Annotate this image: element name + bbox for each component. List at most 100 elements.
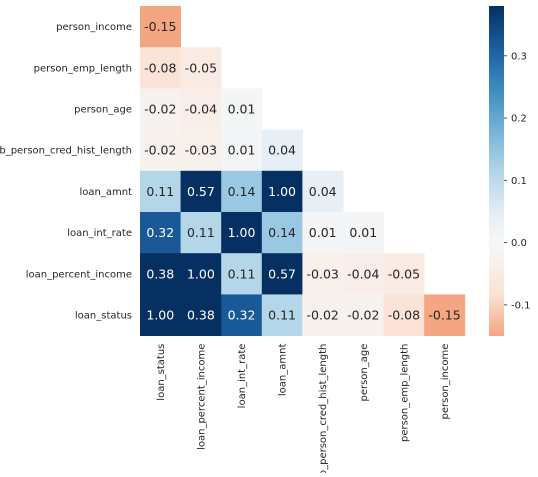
heatmap-cell [180,88,222,130]
colorbar-tick-label: 0.2 [511,114,527,125]
y-tick-label: loan_int_rate [67,228,132,239]
heatmap-cell-label: -0.15 [144,19,176,34]
heatmap-cell-label: -0.02 [307,308,339,323]
heatmap-cell-label: -0.05 [185,60,217,75]
heatmap-cell-label: -0.03 [185,143,217,158]
heatmap-cell [140,6,181,48]
heatmap-cell-label: -0.04 [185,102,217,117]
heatmap-cell-label: 0.11 [268,308,296,323]
heatmap-cell [261,129,303,172]
colorbar: -0.1 0.0 0.1 0.2 0.3 [489,6,531,336]
heatmap-cell [302,212,344,254]
heatmap-cell-label: 0.04 [309,184,337,199]
x-tick-label: loan_int_rate [237,344,248,409]
heatmap-cell [140,294,181,336]
heatmap-cell [302,294,344,336]
y-tick-label: person_age [74,105,132,116]
heatmap-cell-label: 0.04 [268,143,296,158]
heatmap-cell [261,170,303,213]
x-tick-label: loan_percent_income [196,344,207,450]
heatmap-cell [302,170,344,213]
heatmap-cell-label: 1.00 [228,225,256,240]
heatmap-cell [221,212,263,254]
heatmap-cell [261,294,303,336]
colorbar-tick-label: -0.1 [511,300,531,311]
heatmap-cell [221,253,263,295]
heatmap-cell-label: 1.00 [146,308,174,323]
heatmap-cell [140,170,181,213]
heatmap-cell [140,253,181,295]
heatmap-cell-label: 1.00 [268,184,296,199]
heatmap-cell [180,170,222,213]
heatmap-cell [221,88,263,130]
heatmap-cell [180,47,222,89]
x-tick-label: person_emp_length [399,344,410,442]
heatmap-cell-label: 0.11 [228,266,256,281]
heatmap-cell-label: 0.01 [309,225,337,240]
heatmap-cell [343,294,384,336]
heatmap-cell-label: 0.14 [268,225,296,240]
heatmap-cell-label: -0.02 [347,308,379,323]
heatmap-cell [424,294,466,336]
heatmap-cell-label: -0.04 [347,266,379,281]
heatmap-cell [261,212,303,254]
heatmap-cell [221,129,263,172]
heatmap-cell [180,129,222,172]
heatmap-cell [383,294,425,336]
heatmap-cell-label: 0.32 [228,308,256,323]
colorbar-tick-label: 0.3 [511,51,527,62]
heatmap-cell-label: 0.14 [228,184,256,199]
heatmap-cell-label: -0.03 [307,266,339,281]
x-tick-label: loan_status [156,344,167,401]
heatmap-cell-label: 0.01 [349,225,377,240]
heatmap-cell [140,129,181,172]
heatmap-cell-label: 0.11 [146,184,174,199]
heatmap-cell [343,212,384,254]
heatmap-cells [140,6,466,336]
heatmap-cell-label: -0.02 [144,143,176,158]
y-tick-label: person_income [56,22,132,33]
heatmap-cell-label: 1.00 [187,266,215,281]
heatmap-cell-label: 0.11 [187,225,215,240]
heatmap-cell [140,47,181,89]
x-tick-labels: loan_status loan_percent_income loan_int_r… [156,344,451,477]
heatmap-cell [383,253,425,295]
y-tick-labels: person_income person_emp_length person_age… [0,22,132,321]
heatmap-cell [261,253,303,295]
y-tick-label: cb_person_cred_hist_length [0,146,132,157]
heatmap-cell-labels: -0.15 -0.08 -0.05 -0.02 -0.04 0.01 -0.02 -0.03 0… [144,19,461,322]
colorbar-tick-label: 0.1 [511,176,527,187]
heatmap-cell [221,170,263,213]
heatmap-cell-label: 0.57 [268,266,296,281]
heatmap-cell-label: -0.05 [388,266,420,281]
heatmap-cell [180,253,222,295]
y-tick-label: loan_percent_income [26,269,132,280]
colorbar-gradient [489,6,504,336]
y-tick-label: person_emp_length [34,63,132,74]
x-tick-label: person_income [440,344,451,420]
heatmap-cell-label: -0.15 [428,308,460,323]
heatmap-cell-label: -0.08 [144,60,176,75]
heatmap-cell [343,253,384,295]
x-tick-label: person_age [359,344,370,402]
heatmap-cell [302,253,344,295]
heatmap-cell-label: 0.32 [146,225,174,240]
heatmap-cell [140,212,181,254]
x-tick-label: loan_amnt [278,344,289,397]
heatmap-cell [221,294,263,336]
heatmap-cell [180,212,222,254]
heatmap-cell-label: 0.38 [146,266,174,281]
heatmap-cell-label: 0.38 [187,308,215,323]
heatmap-cell [180,294,222,336]
y-tick-label: loan_amnt [80,187,133,198]
heatmap-cell-label: -0.08 [388,308,420,323]
heatmap-cell-label: 0.57 [187,184,215,199]
heatmap-cell-label: -0.02 [144,102,176,117]
colorbar-tick-label: 0.0 [511,238,527,249]
x-tick-label: cb_person_cred_hist_length [318,344,329,473]
y-tick-label: loan_status [75,311,132,322]
heatmap-cell [140,88,181,130]
heatmap-cell-label: 0.01 [228,102,256,117]
